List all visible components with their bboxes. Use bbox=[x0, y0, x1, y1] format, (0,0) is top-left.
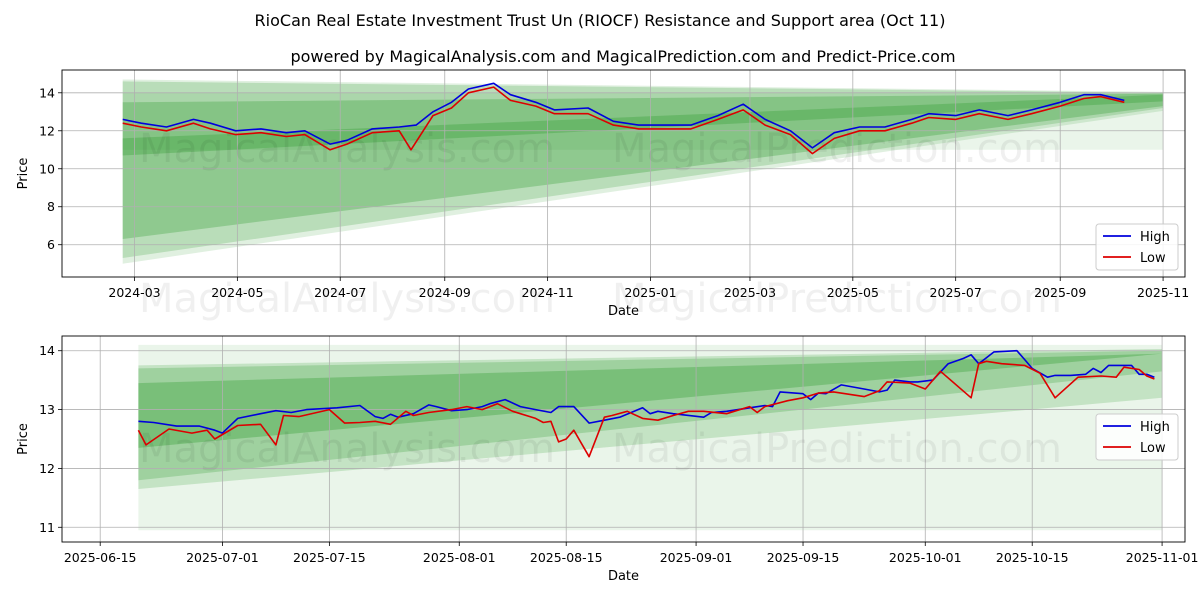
x-tick-label: 2024-03 bbox=[108, 285, 160, 300]
y-axis-label: Price bbox=[16, 423, 31, 455]
x-tick-label: 2025-06-15 bbox=[64, 550, 137, 565]
legend: High Low bbox=[1095, 223, 1179, 271]
chart-subtitle: powered by MagicalAnalysis.com and Magic… bbox=[290, 47, 955, 66]
series-line-high bbox=[122, 82, 1125, 149]
top-chart: 2024-03 2024-05 2024-07 2024-09 2024-11 2025-… bbox=[16, 69, 1189, 322]
x-tick-label: 2025-10-01 bbox=[889, 550, 962, 565]
band-0-4 bbox=[122, 92, 1164, 150]
bottom-chart: 2025-06-15 2025-07-01 2025-07-15 2025-08-01… bbox=[16, 335, 1199, 584]
x-tick-label: 2024-05 bbox=[211, 285, 263, 300]
x-tick-label: 2025-09 bbox=[1034, 285, 1086, 300]
y-tick-label: 11 bbox=[39, 520, 55, 535]
x-tick-label: 2025-03 bbox=[724, 285, 776, 300]
x-tick-label: 2025-01 bbox=[624, 285, 676, 300]
x-tick-label: 2025-07-15 bbox=[293, 550, 366, 565]
x-tick-label: 2025-07-01 bbox=[186, 550, 259, 565]
watermark-text: MagicalPrediction.com bbox=[612, 126, 1062, 172]
x-axis-label: Date bbox=[608, 304, 639, 319]
watermark-text: MagicalAnalysis.com bbox=[139, 126, 555, 172]
legend-label-high: High bbox=[1140, 230, 1170, 245]
axes-frame bbox=[61, 69, 1186, 278]
band-1-3 bbox=[138, 353, 1163, 448]
watermark-text: MagicalPrediction.com bbox=[612, 276, 1062, 322]
x-tick-label: 2025-09-15 bbox=[767, 550, 840, 565]
y-tick-label: 12 bbox=[39, 461, 55, 476]
legend-label-high: High bbox=[1140, 420, 1170, 435]
x-tick-label: 2025-11-01 bbox=[1126, 550, 1199, 565]
series-line-low bbox=[137, 360, 1155, 458]
x-tick-label: 2025-05 bbox=[827, 285, 879, 300]
series-group bbox=[122, 82, 1125, 155]
x-tick-label: 2025-08-15 bbox=[530, 550, 603, 565]
series-group bbox=[137, 349, 1155, 458]
x-tick-label: 2024-09 bbox=[419, 285, 471, 300]
legend-label-low: Low bbox=[1140, 441, 1166, 456]
x-tick-label: 2025-10-15 bbox=[996, 550, 1069, 565]
x-tick-label: 2025-09-01 bbox=[660, 550, 733, 565]
x-tick-label: 2025-08-01 bbox=[423, 550, 496, 565]
chart-title: RioCan Real Estate Investment Trust Un (… bbox=[255, 11, 946, 30]
series-line-low bbox=[122, 86, 1125, 155]
x-axis-label: Date bbox=[608, 569, 639, 584]
x-tick-label: 2024-07 bbox=[314, 285, 366, 300]
y-tick-label: 13 bbox=[39, 402, 55, 417]
x-tick-label: 2024-11 bbox=[522, 285, 574, 300]
series-line-high bbox=[138, 349, 1155, 434]
y-tick-label: 12 bbox=[39, 123, 55, 138]
legend-label-low: Low bbox=[1140, 251, 1166, 266]
watermark-text: MagicalAnalysis.com bbox=[139, 276, 555, 322]
y-tick-label: 6 bbox=[47, 237, 55, 252]
x-tick-label: 2025-07 bbox=[930, 285, 982, 300]
watermark-text: MagicalAnalysis.com bbox=[139, 426, 555, 472]
x-tick-label: 2025-11 bbox=[1137, 285, 1189, 300]
legend: High Low bbox=[1095, 413, 1179, 461]
y-tick-label: 14 bbox=[39, 85, 55, 100]
y-tick-label: 14 bbox=[39, 343, 55, 358]
band-0-2 bbox=[122, 93, 1164, 240]
y-tick-label: 8 bbox=[47, 199, 55, 214]
y-tick-label: 10 bbox=[39, 161, 55, 176]
y-axis-label: Price bbox=[16, 158, 31, 190]
axes-frame bbox=[61, 335, 1186, 543]
band-1-0 bbox=[138, 344, 1163, 531]
watermark-text: MagicalPrediction.com bbox=[612, 426, 1062, 472]
